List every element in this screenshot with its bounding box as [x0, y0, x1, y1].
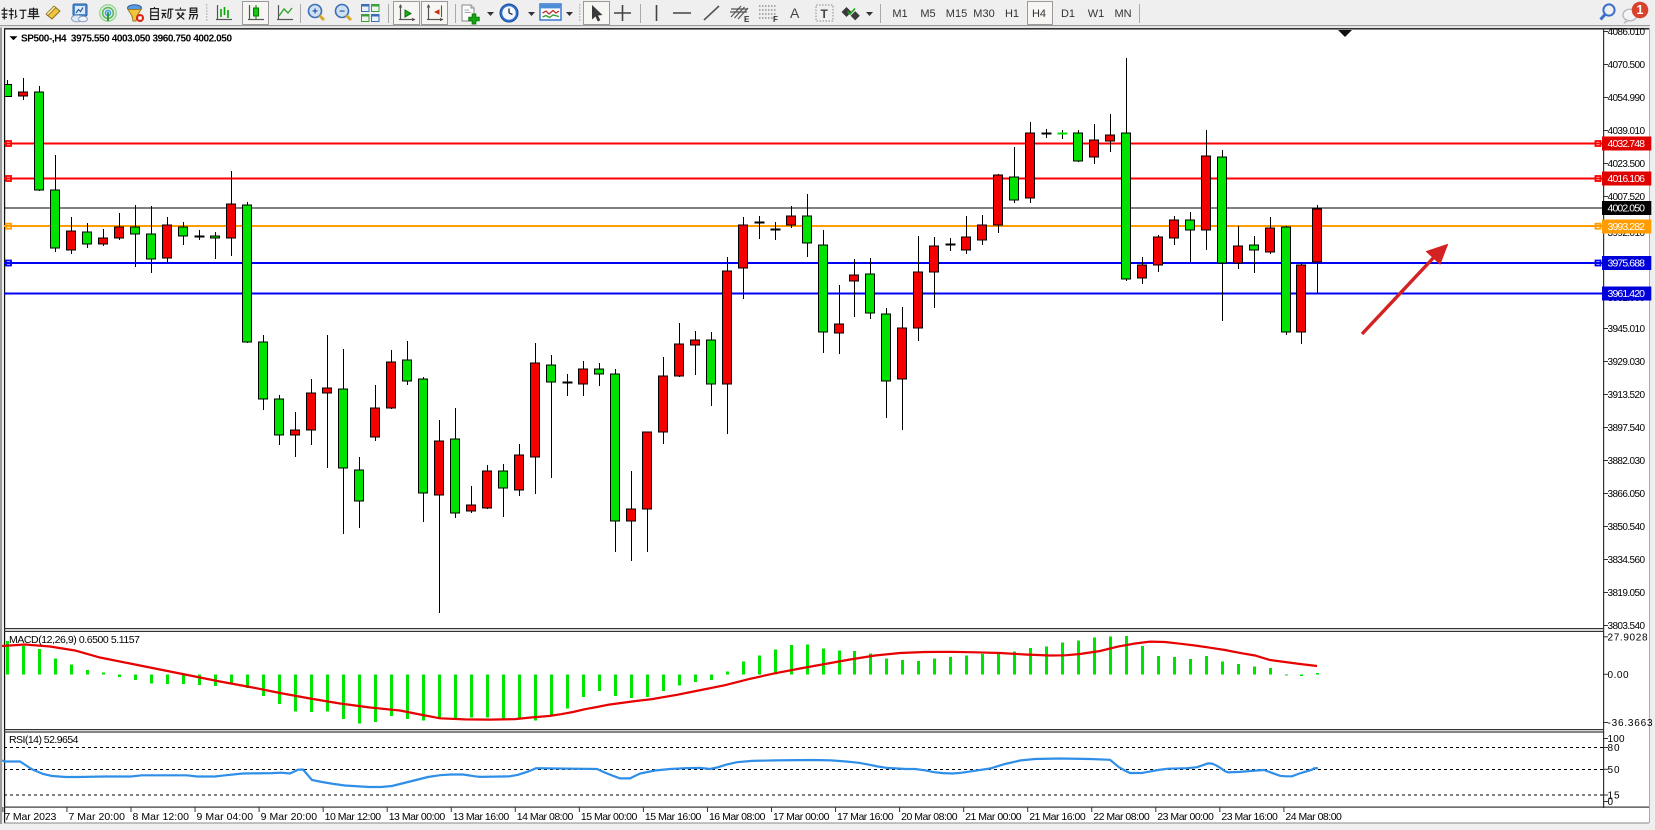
- svg-text:22 Mar 08:00: 22 Mar 08:00: [1093, 811, 1150, 823]
- svg-text:M5: M5: [920, 8, 935, 20]
- svg-text:T: T: [821, 7, 829, 21]
- svg-text:7 Mar 20:00: 7 Mar 20:00: [68, 811, 125, 823]
- svg-text:3866.050: 3866.050: [1608, 489, 1646, 500]
- svg-text:27.9028: 27.9028: [1608, 632, 1648, 643]
- svg-text:20 Mar 08:00: 20 Mar 08:00: [901, 811, 958, 823]
- svg-text:9 Mar 04:00: 9 Mar 04:00: [197, 811, 254, 823]
- svg-text:15 Mar 16:00: 15 Mar 16:00: [645, 811, 702, 823]
- svg-text:14 Mar 08:00: 14 Mar 08:00: [517, 811, 574, 823]
- svg-text:4023.500: 4023.500: [1608, 159, 1646, 170]
- svg-text:15: 15: [1608, 791, 1620, 802]
- svg-text:3850.540: 3850.540: [1608, 522, 1646, 533]
- svg-text:3929.030: 3929.030: [1608, 357, 1646, 368]
- svg-text:13 Mar 00:00: 13 Mar 00:00: [389, 811, 446, 823]
- svg-text:4054.990: 4054.990: [1608, 93, 1646, 104]
- svg-text:21 Mar 16:00: 21 Mar 16:00: [1029, 811, 1086, 823]
- svg-text:W1: W1: [1088, 8, 1105, 20]
- svg-text:17 Mar 00:00: 17 Mar 00:00: [773, 811, 830, 823]
- svg-text:4002.050: 4002.050: [1608, 203, 1646, 215]
- svg-text:H4: H4: [1032, 8, 1046, 20]
- svg-text:4039.010: 4039.010: [1608, 126, 1646, 137]
- svg-text:15 Mar 00:00: 15 Mar 00:00: [581, 811, 638, 823]
- svg-text:A: A: [790, 5, 800, 21]
- svg-text:4032.748: 4032.748: [1608, 138, 1646, 150]
- svg-text:E: E: [744, 15, 750, 24]
- svg-text:4007.520: 4007.520: [1608, 192, 1646, 203]
- svg-text:3803.540: 3803.540: [1608, 621, 1646, 632]
- svg-text:16 Mar 08:00: 16 Mar 08:00: [709, 811, 766, 823]
- svg-text:M30: M30: [973, 8, 994, 20]
- svg-text:0.00: 0.00: [1608, 670, 1629, 681]
- svg-text:H1: H1: [1005, 8, 1019, 20]
- svg-text:3945.010: 3945.010: [1608, 324, 1646, 335]
- svg-text:21 Mar 00:00: 21 Mar 00:00: [965, 811, 1022, 823]
- svg-text:1: 1: [1637, 3, 1644, 17]
- svg-text:MACD(12,26,9) 0.6500 5.1157: MACD(12,26,9) 0.6500 5.1157: [9, 634, 140, 646]
- svg-text:+: +: [312, 6, 318, 17]
- svg-text:D1: D1: [1061, 8, 1075, 20]
- svg-text:24 Mar 08:00: 24 Mar 08:00: [1285, 811, 1342, 823]
- svg-text:M15: M15: [946, 8, 967, 20]
- svg-text:0: 0: [1608, 797, 1614, 808]
- svg-text:3897.540: 3897.540: [1608, 423, 1646, 434]
- svg-text:13 Mar 16:00: 13 Mar 16:00: [453, 811, 510, 823]
- svg-text:3882.030: 3882.030: [1608, 456, 1646, 467]
- svg-text:50: 50: [1608, 765, 1620, 776]
- svg-text:17 Mar 16:00: 17 Mar 16:00: [837, 811, 894, 823]
- svg-text:−: −: [339, 6, 345, 17]
- svg-text:9 Mar 20:00: 9 Mar 20:00: [261, 811, 318, 823]
- svg-text:M1: M1: [892, 8, 907, 20]
- svg-text:3834.560: 3834.560: [1608, 555, 1646, 566]
- svg-text:MN: MN: [1114, 8, 1131, 20]
- svg-text:23 Mar 16:00: 23 Mar 16:00: [1221, 811, 1278, 823]
- svg-text:F: F: [773, 15, 778, 24]
- svg-text:7 Mar 2023: 7 Mar 2023: [4, 811, 56, 823]
- svg-text:SP500-,H4 3975.550 4003.050 3: SP500-,H4 3975.550 4003.050 3960.750 400…: [21, 34, 232, 45]
- svg-text:3819.050: 3819.050: [1608, 588, 1646, 599]
- svg-text:4070.500: 4070.500: [1608, 60, 1646, 71]
- svg-text:4016.106: 4016.106: [1608, 173, 1646, 185]
- svg-text:RSI(14) 52.9654: RSI(14) 52.9654: [9, 734, 79, 746]
- svg-text:3993.282: 3993.282: [1608, 221, 1646, 233]
- svg-text:23 Mar 00:00: 23 Mar 00:00: [1157, 811, 1214, 823]
- svg-text:-36.3663: -36.3663: [1608, 718, 1653, 729]
- svg-text:3975.688: 3975.688: [1608, 258, 1646, 270]
- svg-text:10 Mar 12:00: 10 Mar 12:00: [325, 811, 382, 823]
- svg-text:8 Mar 12:00: 8 Mar 12:00: [133, 811, 190, 823]
- svg-text:4086.010: 4086.010: [1608, 27, 1646, 38]
- svg-text:100: 100: [1608, 734, 1625, 745]
- svg-text:80: 80: [1608, 743, 1620, 754]
- svg-text:3913.520: 3913.520: [1608, 390, 1646, 401]
- svg-text:3961.420: 3961.420: [1608, 288, 1646, 300]
